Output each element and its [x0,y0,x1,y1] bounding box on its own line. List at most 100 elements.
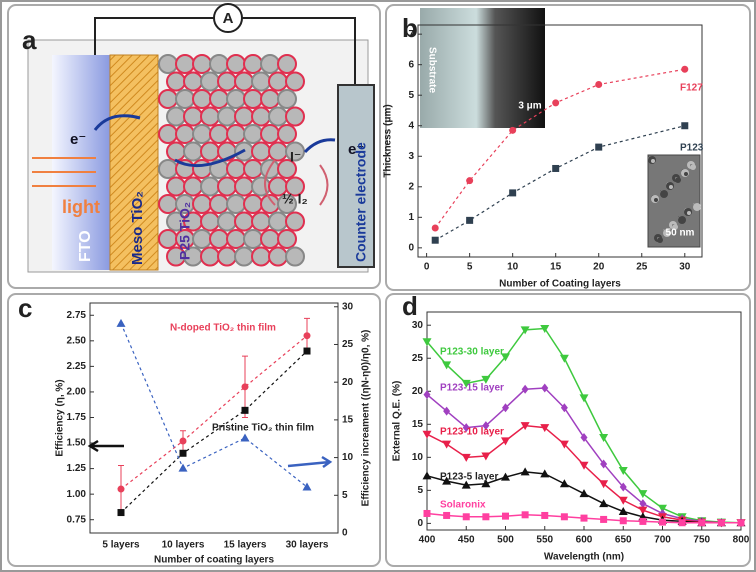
data-point [579,461,589,470]
data-point [552,99,560,107]
particle [234,176,254,197]
data-point [461,379,471,388]
particle [166,71,186,92]
data-point [481,479,491,488]
particle [200,246,220,267]
particle [285,211,305,232]
particle [277,124,297,144]
data-point [509,126,517,134]
y2-tick-label: 25 [342,339,354,350]
inset-texture [663,229,671,237]
y-tick-label: 20 [412,386,424,397]
data-point [117,485,125,493]
data-point [179,437,187,445]
particle [277,229,297,249]
particle [192,229,212,249]
particle [251,141,271,162]
particle [243,159,263,179]
data-point [422,430,432,439]
x-tick-label: 15 layers [224,540,267,551]
electron-label: e⁻ [70,131,86,148]
series-label: P123-15 layer [440,383,504,394]
series-label: F127 [680,83,703,94]
plot-frame [426,311,742,531]
y-tick-label: 25 [412,353,424,364]
iodine-label: ½ I₂ [282,191,308,207]
particle [175,124,195,144]
inset-image [420,8,545,128]
particle [251,71,271,92]
particle [260,54,280,74]
inset-texture [654,198,658,202]
data-point [423,390,431,400]
data-point [595,81,603,89]
particle [268,246,288,267]
inset-texture [678,216,686,224]
panel-label: b [402,13,418,43]
x-tick-label: 0 [424,262,430,273]
y-tick-label: 0 [408,242,414,253]
x-tick-label: 800 [733,535,750,546]
series-line [120,350,308,513]
data-point [698,519,706,527]
data-point [462,423,470,433]
axis-arrow [87,439,124,453]
inset-texture [684,172,688,176]
data-point [501,472,510,481]
series-label: P123-10 layer [440,427,504,438]
particle [268,211,288,232]
x-axis-label: Number of Coating layers [499,279,621,290]
inset-texture [690,164,696,170]
particle [285,106,305,127]
particle [226,229,246,249]
data-point [502,403,509,413]
particle [158,124,178,144]
panel-label: c [18,293,32,323]
particle [209,194,229,214]
particle [217,106,237,127]
particle [217,176,237,197]
particle [277,89,297,109]
data-point [541,383,549,393]
particle [260,124,280,144]
data-point [116,318,126,327]
particle [209,124,229,144]
data-point [618,496,628,505]
data-point [303,332,311,340]
data-point [466,216,474,224]
iodide-label: I⁻ [290,149,301,165]
y2-tick-label: 5 [342,490,348,501]
particle [234,211,254,232]
y-tick-label: 10 [412,452,424,463]
data-point [431,224,439,232]
particle [243,124,263,144]
data-point [541,511,549,519]
data-point [241,406,249,414]
data-point [520,326,530,335]
particle [234,106,254,127]
y-tick-label: 2.00 [67,387,87,398]
data-point [179,449,187,457]
particle [243,54,263,74]
x-tick-label: 25 [636,262,648,273]
data-point [240,433,250,442]
data-point [560,403,568,413]
data-point [482,513,490,521]
inset-label: 3 μm [518,101,541,112]
data-point [241,383,249,391]
particle [285,176,305,197]
x-tick-label: 450 [458,535,475,546]
x-tick-label: 700 [654,535,671,546]
data-point [442,440,452,449]
data-point [422,338,432,347]
particle [217,246,237,267]
y2-tick-label: 20 [342,377,354,388]
data-point [509,189,517,197]
series-label: Pristine TiO₂ thin film [212,423,314,434]
x-tick-label: 650 [615,535,632,546]
particle [166,106,186,127]
data-point [540,424,550,433]
inset-texture [669,185,673,189]
y-tick-label: 6 [408,59,414,70]
